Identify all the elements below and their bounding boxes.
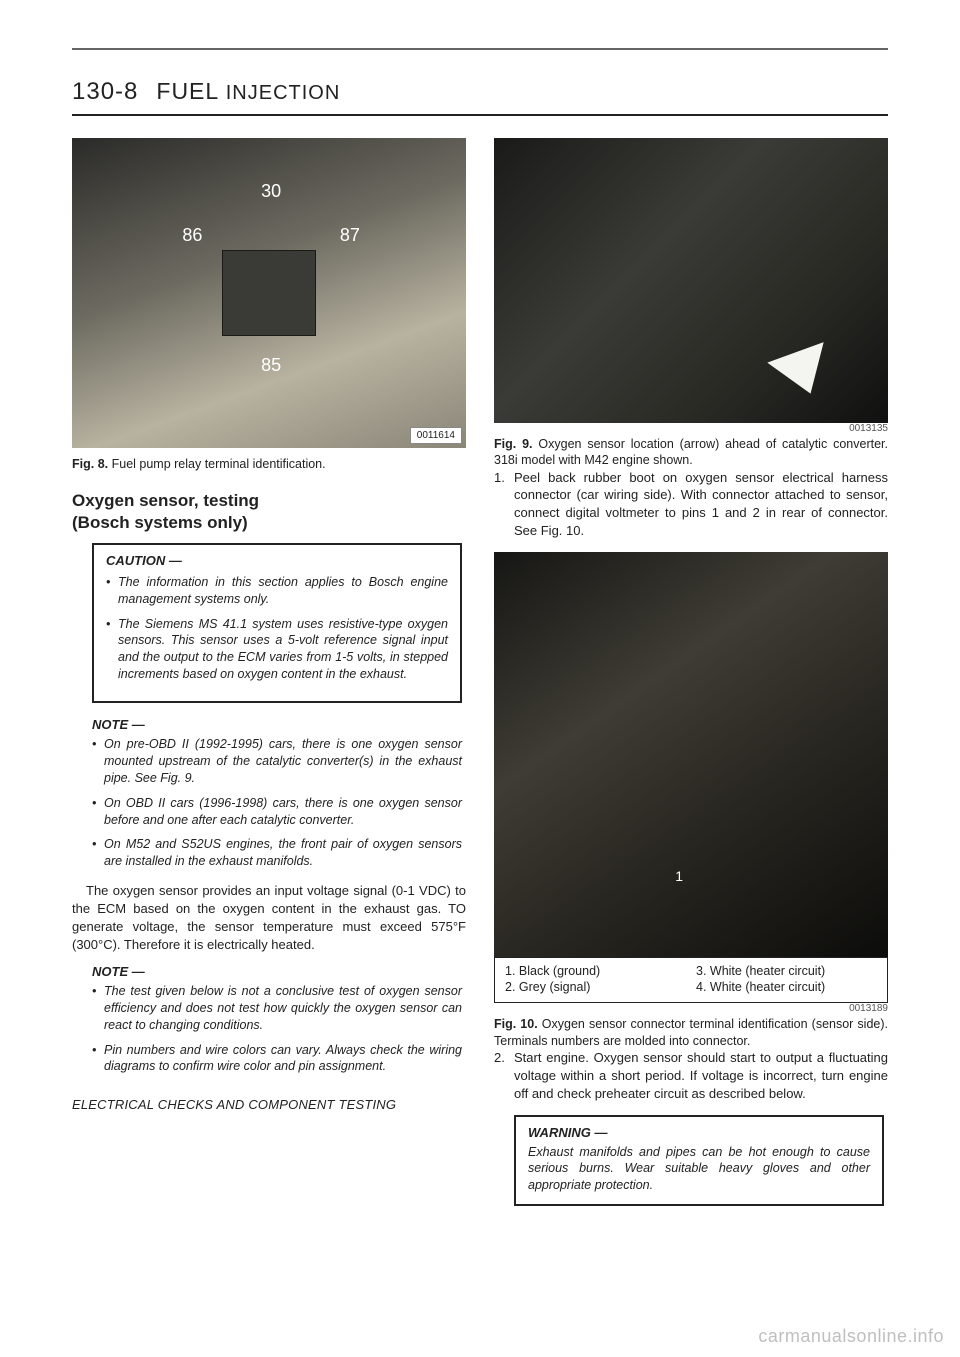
note-item: On M52 and S52US engines, the front pair…: [92, 836, 462, 870]
left-column: 30 86 87 85 0011614 Fig. 8. Fuel pump re…: [72, 138, 466, 1220]
page-header: 130-8 FUEL INJECTION: [72, 78, 888, 106]
caution-label: CAUTION —: [106, 553, 448, 568]
legend-item-4: 4. White (heater circuit): [696, 980, 877, 994]
fig9-caption-text: Oxygen sensor location (arrow) ahead of …: [494, 437, 888, 467]
section-heading: Oxygen sensor, testing (Bosch systems on…: [72, 490, 466, 533]
fig8-label-left: 86: [182, 225, 202, 246]
note-item: On pre-OBD II (1992-1995) cars, there is…: [92, 736, 462, 787]
fig8-label-right: 87: [340, 225, 360, 246]
fig10-image-id: 0013189: [494, 1003, 888, 1014]
warning-text: Exhaust manifolds and pipes can be hot e…: [528, 1144, 870, 1195]
section-heading-line2: (Bosch systems only): [72, 512, 466, 533]
fig8-caption-text: Fuel pump relay terminal identification.: [112, 457, 326, 471]
fig10-caption-label: Fig. 10.: [494, 1017, 538, 1031]
note-item: The test given below is not a conclusive…: [92, 983, 462, 1034]
fig9-caption-label: Fig. 9.: [494, 437, 533, 451]
note2-block: NOTE — The test given below is not a con…: [92, 964, 462, 1075]
right-column: 0013135 Fig. 9. Oxygen sensor location (…: [494, 138, 888, 1220]
fig10-caption: Fig. 10. Oxygen sensor connector termina…: [494, 1016, 888, 1049]
body-paragraph: The oxygen sensor provides an input volt…: [72, 882, 466, 954]
legend-item-3: 3. White (heater circuit): [696, 964, 877, 978]
fig8-caption: Fig. 8. Fuel pump relay terminal identif…: [72, 456, 466, 472]
fig8-image-id: 0011614: [410, 427, 462, 444]
step-1-text: Peel back rubber boot on oxygen sensor e…: [514, 470, 888, 539]
note2-list: The test given below is not a conclusive…: [92, 983, 462, 1075]
section-footer: ELECTRICAL CHECKS AND COMPONENT TESTING: [72, 1097, 466, 1112]
fig8-caption-label: Fig. 8.: [72, 457, 108, 471]
relay-icon: [222, 250, 317, 337]
step-number: 2.: [494, 1049, 505, 1067]
fig8-label-bottom: 85: [261, 355, 281, 376]
chapter-title: FUEL INJECTION: [156, 78, 340, 105]
note1-block: NOTE — On pre-OBD II (1992-1995) cars, t…: [92, 717, 462, 870]
fig8-photo: 30 86 87 85 0011614: [72, 138, 466, 448]
caution-list: The information in this section applies …: [106, 574, 448, 683]
fig10-marker-1: 1: [675, 868, 683, 884]
caution-item: The Siemens MS 41.1 system uses resistiv…: [106, 616, 448, 684]
top-rule: [72, 48, 888, 50]
fig8-label-top: 30: [261, 181, 281, 202]
arrow-icon: [767, 342, 838, 404]
step-number: 1.: [494, 469, 505, 487]
chapter-word2: INJECTION: [226, 82, 341, 104]
caution-box: CAUTION — The information in this sectio…: [92, 543, 462, 703]
section-heading-line1: Oxygen sensor, testing: [72, 490, 466, 511]
note1-list: On pre-OBD II (1992-1995) cars, there is…: [92, 736, 462, 870]
fig10-legend: 1. Black (ground) 3. White (heater circu…: [494, 957, 888, 1003]
legend-item-1: 1. Black (ground): [505, 964, 686, 978]
page-number: 130-8: [72, 78, 138, 106]
step-2-text: Start engine. Oxygen sensor should start…: [514, 1050, 888, 1101]
warning-box: WARNING — Exhaust manifolds and pipes ca…: [514, 1115, 884, 1207]
step-list-2: 2. Start engine. Oxygen sensor should st…: [494, 1049, 888, 1103]
step-list-1: 1. Peel back rubber boot on oxygen senso…: [494, 469, 888, 541]
legend-item-2: 2. Grey (signal): [505, 980, 686, 994]
chapter-word1: FUEL: [156, 78, 218, 104]
header-rule: [72, 114, 888, 116]
note1-label: NOTE —: [92, 717, 462, 732]
step-1: 1. Peel back rubber boot on oxygen senso…: [494, 469, 888, 541]
watermark: carmanualsonline.info: [758, 1326, 944, 1347]
caution-item: The information in this section applies …: [106, 574, 448, 608]
fig10-photo: 1: [494, 552, 888, 957]
fig9-photo: [494, 138, 888, 423]
fig10-caption-text: Oxygen sensor connector terminal identif…: [494, 1017, 888, 1047]
step-2: 2. Start engine. Oxygen sensor should st…: [494, 1049, 888, 1103]
note-item: On OBD II cars (1996-1998) cars, there i…: [92, 795, 462, 829]
warning-label: WARNING —: [528, 1125, 870, 1140]
fig9-image-id: 0013135: [494, 423, 888, 434]
note2-label: NOTE —: [92, 964, 462, 979]
note-item: Pin numbers and wire colors can vary. Al…: [92, 1042, 462, 1076]
fig9-caption: Fig. 9. Oxygen sensor location (arrow) a…: [494, 436, 888, 469]
